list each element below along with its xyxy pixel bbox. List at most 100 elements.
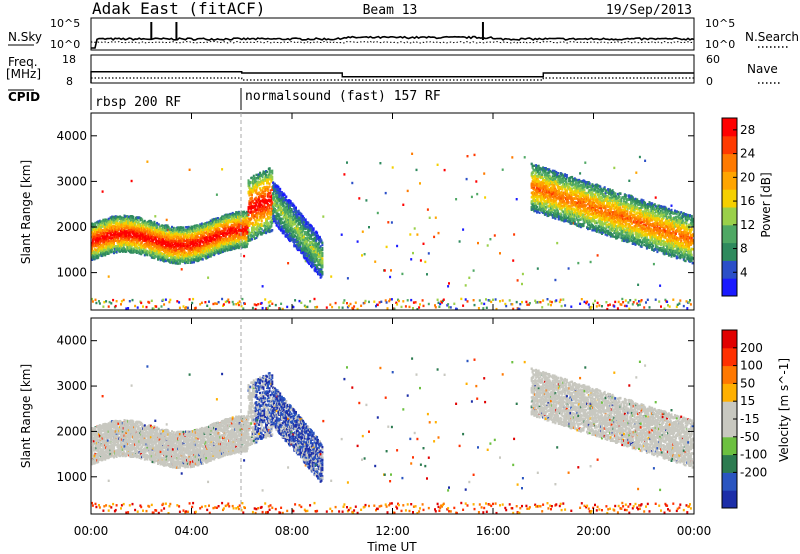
power-cell <box>268 167 271 170</box>
power-cell <box>231 211 234 215</box>
power-cell <box>114 230 117 234</box>
power-cell <box>275 224 278 227</box>
power-cell <box>251 306 254 310</box>
power-cell <box>112 234 115 237</box>
power-cell <box>208 220 211 224</box>
power-cell <box>226 299 229 303</box>
power-cell <box>252 227 255 230</box>
power-cell <box>226 230 229 233</box>
power-cell <box>157 245 159 248</box>
power-cell <box>269 189 272 192</box>
power-cell <box>106 232 109 235</box>
power-cell <box>254 221 257 224</box>
power-cell <box>160 236 163 240</box>
power-cell <box>186 226 188 229</box>
power-cell <box>130 219 133 222</box>
power-cell <box>251 189 254 192</box>
power-cell <box>123 237 126 240</box>
power-cell <box>134 223 137 226</box>
power-cell <box>272 194 275 197</box>
power-cell <box>266 217 268 221</box>
power-cell <box>103 233 106 236</box>
power-cell <box>220 236 223 239</box>
power-cell <box>270 180 273 183</box>
power-cell <box>273 220 275 223</box>
power-cell <box>120 300 123 303</box>
noise-panel: N.Sky 10^5 10^0 10^5 10^0 N.Search <box>8 17 799 51</box>
power-cell <box>267 198 270 202</box>
power-cell <box>168 300 171 304</box>
power-cell <box>123 238 126 242</box>
power-cell <box>244 218 247 221</box>
power-cell <box>221 241 224 244</box>
power-cell <box>271 188 274 191</box>
power-cell <box>125 227 128 230</box>
power-cell <box>149 248 151 251</box>
power-cell <box>108 244 111 247</box>
power-cell <box>281 217 284 221</box>
power-cell <box>232 303 235 306</box>
power-cell <box>266 202 269 206</box>
power-cell <box>178 301 181 304</box>
power-cell <box>264 228 267 232</box>
power-cell <box>92 235 95 238</box>
power-cell <box>194 306 197 310</box>
power-cell <box>189 261 192 264</box>
power-cell <box>191 228 194 231</box>
power-cell <box>130 251 133 254</box>
power-cell <box>167 307 170 311</box>
power-cell <box>193 243 195 247</box>
power-cell <box>202 233 205 236</box>
power-cell <box>136 306 139 309</box>
power-cell <box>96 233 99 237</box>
power-cell <box>182 226 185 229</box>
power-cell <box>262 173 265 176</box>
power-cell <box>255 180 258 184</box>
power-cell <box>206 227 209 230</box>
power-cell <box>266 227 268 230</box>
power-cell <box>258 204 261 207</box>
power-cell <box>283 220 286 224</box>
power-cell <box>207 241 210 244</box>
power-cell <box>275 205 278 208</box>
power-cell <box>97 243 100 246</box>
power-cell <box>218 234 221 238</box>
power-cell <box>255 236 258 240</box>
power-cell <box>103 240 106 244</box>
power-cell <box>156 224 159 227</box>
power-cell <box>254 213 257 217</box>
power-cell <box>154 244 157 248</box>
power-cell <box>223 215 226 218</box>
power-cell <box>129 225 132 229</box>
power-cell <box>256 186 259 189</box>
power-cell <box>266 219 268 223</box>
power-cell <box>193 255 195 258</box>
power-cell <box>105 218 108 221</box>
power-cell <box>153 220 156 224</box>
power-cell <box>172 238 175 241</box>
power-cell <box>154 215 157 218</box>
power-cell <box>224 227 227 230</box>
power-cell <box>107 305 110 308</box>
power-cell <box>266 176 268 179</box>
power-cell <box>117 242 120 245</box>
power-cell <box>216 238 219 242</box>
power-cell <box>254 202 257 205</box>
power-cell <box>229 245 232 248</box>
power-cell <box>126 239 129 243</box>
power-cell <box>98 236 101 239</box>
power-cell <box>264 194 267 197</box>
power-cell <box>266 178 269 181</box>
power-cell <box>112 226 115 229</box>
power-cell <box>280 226 283 230</box>
power-cell <box>283 201 286 204</box>
power-cell <box>190 229 193 232</box>
power-cell <box>255 208 258 212</box>
power-cell <box>266 170 268 174</box>
power-cell <box>125 234 128 238</box>
power-cell <box>91 224 93 227</box>
power-cell <box>209 230 212 233</box>
power-cell <box>264 192 267 195</box>
power-cell <box>205 225 208 228</box>
power-cell <box>105 245 108 248</box>
